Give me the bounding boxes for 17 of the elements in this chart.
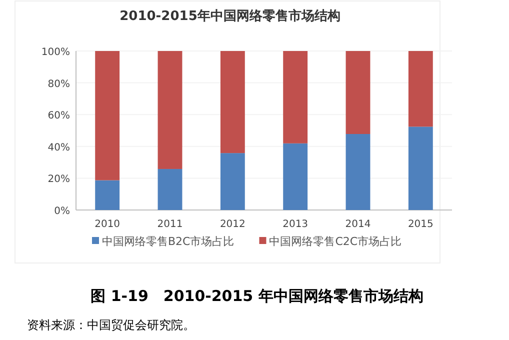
y-tick-label: 80% <box>48 78 70 90</box>
y-tick-label: 20% <box>48 174 70 186</box>
text: 资料来源：中国贸促会研究院。 <box>27 318 195 332</box>
y-tick-label: 60% <box>48 110 70 122</box>
legend-item: 中国网络零售C2C市场占比 <box>259 235 402 248</box>
caption: 图 1-19 2010-2015 年中国网络零售市场结构 <box>90 287 424 305</box>
x-tick-label: 2011 <box>157 219 183 230</box>
x-tick-label: 2010 <box>94 219 120 230</box>
x-tick-label: 2014 <box>345 219 371 230</box>
y-tick-label: 100% <box>41 47 70 58</box>
y-tick-label: 40% <box>48 142 70 154</box>
y-tick-label: 0% <box>54 206 70 217</box>
x-tick-label: 2015 <box>408 219 434 230</box>
title: 2010-2015年中国网络零售市场结构 <box>120 9 340 24</box>
legend-item: 中国网络零售B2C市场占比 <box>92 235 234 248</box>
x-tick-label: 2012 <box>220 219 246 230</box>
x-tick-label: 2013 <box>282 219 308 230</box>
